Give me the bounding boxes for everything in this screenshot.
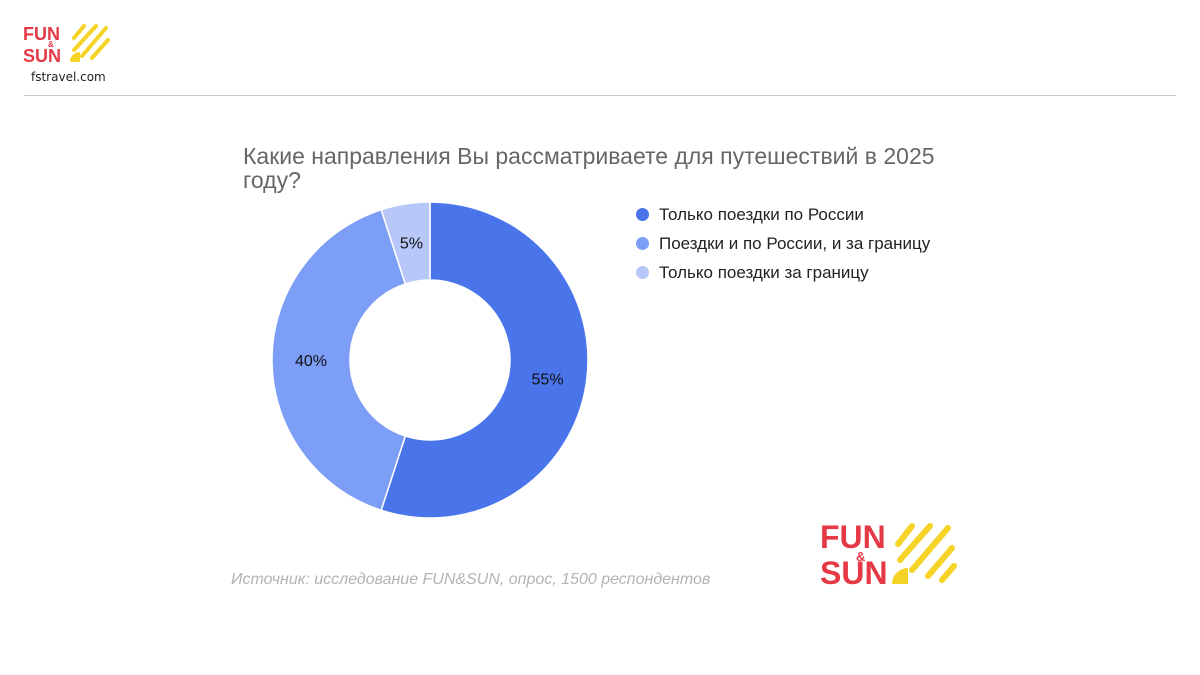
header-divider — [24, 95, 1176, 96]
slice-value-label: 40% — [295, 353, 327, 370]
source-note: Источник: исследование FUN&SUN, опрос, 1… — [231, 571, 711, 588]
slice-value-label: 55% — [532, 372, 564, 389]
legend-dot-icon — [636, 266, 649, 279]
legend-label: Поездки и по России, и за границу — [659, 233, 931, 253]
svg-text:FUN: FUN — [820, 519, 886, 555]
legend-item: Только поездки за границу — [636, 258, 930, 287]
legend-dot-icon — [636, 208, 649, 221]
fun-sun-logo-large: FUN & SUN — [820, 519, 957, 590]
fun-sun-logo-small: FUN & SUN — [23, 24, 110, 66]
svg-text:&: & — [48, 40, 54, 49]
svg-text:SUN: SUN — [23, 46, 61, 66]
svg-text:SUN: SUN — [820, 555, 888, 590]
donut-slice — [380, 201, 431, 285]
legend-label: Только поездки за границу — [659, 262, 869, 282]
donut-slice — [380, 201, 589, 519]
site-url: fstravel.com — [31, 70, 106, 84]
donut-slice — [271, 208, 407, 512]
legend-label: Только поездки по России — [659, 204, 864, 224]
chart-legend: Только поездки по России Поездки и по Рос… — [636, 200, 930, 287]
legend-item: Поездки и по России, и за границу — [636, 229, 930, 258]
svg-text:FUN: FUN — [23, 24, 60, 44]
legend-dot-icon — [636, 237, 649, 250]
chart-title: Какие направления Вы рассматриваете для … — [243, 143, 935, 193]
svg-text:&: & — [856, 549, 865, 564]
slice-value-label: 5% — [400, 235, 423, 252]
legend-item: Только поездки по России — [636, 200, 930, 229]
